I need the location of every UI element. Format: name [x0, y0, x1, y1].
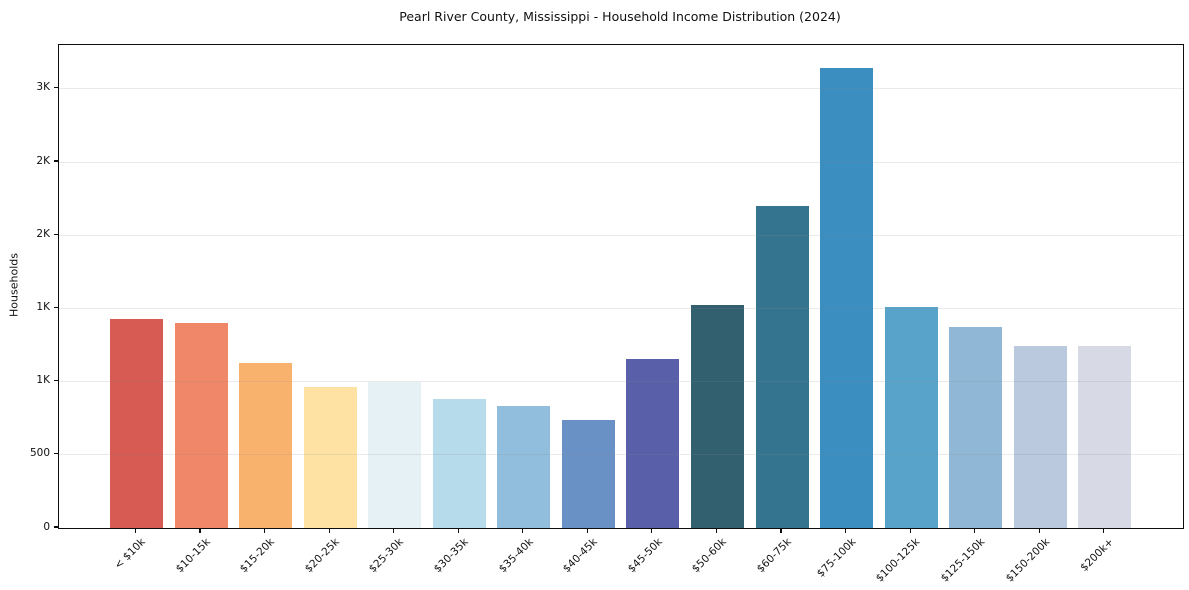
- y-tick-mark: [53, 160, 58, 162]
- bar-$75-100k: [820, 67, 874, 528]
- x-tick-label: $30-35k: [431, 536, 471, 576]
- bar-$40-45k: [561, 419, 615, 528]
- y-tick-label: 3K: [36, 81, 50, 94]
- x-tick-label: $45-50k: [625, 536, 665, 576]
- x-tick-label: $200k+: [1078, 536, 1117, 574]
- x-tick-label: $35-40k: [496, 536, 536, 576]
- gridline: [59, 161, 1183, 163]
- y-tick-label: 500: [29, 447, 50, 460]
- x-tick-mark: [844, 528, 847, 533]
- bar-$50-60k: [690, 304, 744, 528]
- x-tick-mark: [199, 528, 201, 533]
- x-tick-mark: [457, 528, 459, 533]
- bar-$150-200k: [1013, 345, 1067, 528]
- y-tick-mark: [53, 526, 58, 528]
- x-tick-label: $25-30k: [367, 536, 407, 576]
- x-tick-label: $20-25k: [302, 536, 342, 576]
- x-tick-mark: [393, 528, 395, 533]
- gridline: [59, 454, 1183, 456]
- x-tick-label: $40-45k: [560, 536, 600, 576]
- y-tick-label: 2K: [36, 227, 50, 240]
- x-tick-mark: [522, 528, 524, 533]
- x-tick-label: < $10k: [112, 536, 148, 572]
- bar-$20-25k: [303, 386, 357, 528]
- bar-$60-75k: [755, 206, 809, 528]
- x-tick-mark: [264, 528, 266, 533]
- x-tick-label: $75-100k: [814, 536, 859, 580]
- y-tick-label: 2K: [36, 154, 50, 167]
- x-tick-mark: [586, 528, 588, 533]
- x-tick-mark: [780, 528, 782, 533]
- gridline: [59, 234, 1183, 236]
- chart-title: Pearl River County, Mississippi - Househ…: [399, 9, 841, 24]
- y-tick-mark: [53, 453, 58, 455]
- bar-$125-150k: [949, 327, 1003, 528]
- x-tick-mark: [715, 528, 718, 533]
- y-tick-label: 1K: [36, 374, 50, 387]
- y-tick-mark: [53, 380, 58, 382]
- gridline: [59, 88, 1183, 90]
- plot-area: [58, 44, 1184, 529]
- y-tick-mark: [53, 87, 58, 89]
- x-tick-mark: [1038, 528, 1040, 533]
- bar-$10-15k: [174, 323, 228, 528]
- x-tick-label: $125-150k: [938, 536, 988, 585]
- x-tick-label: $150-200k: [1003, 536, 1052, 585]
- x-tick-mark: [134, 528, 137, 533]
- x-tick-label: $50-60k: [689, 536, 729, 576]
- x-tick-label: $15-20k: [238, 536, 278, 576]
- x-tick-label: $100-125k: [874, 536, 923, 585]
- bar-$100-125k: [884, 307, 938, 528]
- y-tick-label: 0: [43, 520, 50, 533]
- x-tick-mark: [328, 528, 330, 533]
- bar-$30-35k: [432, 399, 486, 528]
- y-tick-mark: [53, 233, 58, 235]
- bar-$35-40k: [497, 405, 551, 528]
- bar-$15-20k: [239, 363, 293, 528]
- gridline: [59, 307, 1183, 309]
- bar-$25-30k: [368, 381, 422, 528]
- x-tick-mark: [1103, 528, 1105, 533]
- y-tick-label: 1K: [36, 300, 50, 313]
- x-tick-mark: [651, 528, 653, 533]
- x-tick-mark: [909, 528, 911, 533]
- x-tick-label: $10-15k: [173, 536, 213, 576]
- bar-$45-50k: [626, 358, 680, 528]
- y-tick-mark: [53, 306, 58, 309]
- bar-< $10k: [110, 318, 163, 528]
- gridline: [59, 381, 1183, 383]
- bar-$200k+: [1078, 345, 1132, 528]
- x-tick-label: $60-75k: [754, 536, 794, 576]
- x-tick-mark: [974, 528, 976, 533]
